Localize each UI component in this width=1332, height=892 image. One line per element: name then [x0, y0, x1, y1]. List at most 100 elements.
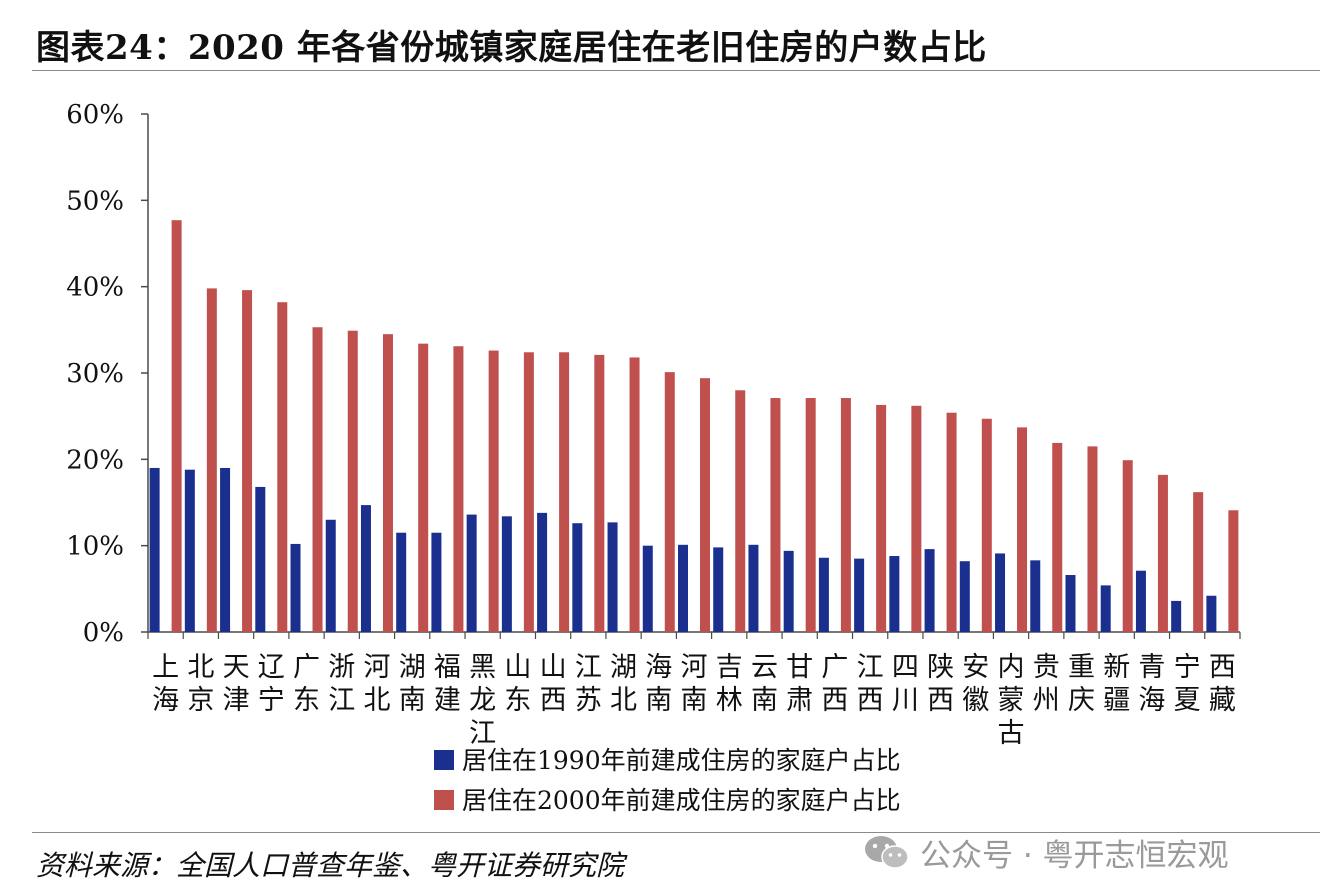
bar-2000 [488, 350, 499, 632]
x-tick-label: 藏 [1209, 685, 1236, 716]
x-tick-label: 龙 [469, 685, 496, 716]
bar-1990 [255, 486, 266, 632]
bar-1990 [959, 561, 970, 632]
bar-2000 [242, 290, 253, 632]
bar-2000 [418, 343, 429, 632]
x-tick-label: 西 [1209, 652, 1236, 683]
bar-1990 [854, 558, 865, 632]
bar-2000 [347, 330, 358, 632]
x-tick-label: 内 [998, 652, 1025, 683]
x-tick-label: 陕 [927, 652, 954, 683]
y-tick-label: 30% [66, 359, 124, 389]
bar-2000 [664, 372, 675, 632]
bar-2000 [559, 352, 570, 632]
x-tick-label: 江 [328, 685, 355, 716]
bar-2000 [946, 412, 957, 632]
x-tick-label: 宁 [258, 685, 285, 716]
bar-1990 [924, 549, 935, 632]
x-tick-label: 北 [187, 652, 214, 683]
bar-1990 [396, 532, 407, 632]
x-tick-label: 云 [751, 652, 778, 683]
x-tick-label: 山 [504, 652, 531, 683]
x-tick-label: 肃 [786, 685, 813, 716]
bar-2000 [876, 404, 887, 632]
x-tick-label: 海 [645, 652, 672, 683]
bar-1990 [149, 467, 160, 632]
x-tick-label: 川 [892, 685, 919, 716]
x-tick-label: 广 [293, 652, 320, 683]
y-tick-label: 60% [66, 100, 124, 130]
bar-1990 [360, 505, 371, 632]
bar-2000 [1017, 427, 1028, 632]
bar-1990 [1135, 570, 1146, 632]
bar-1990 [1100, 585, 1111, 632]
x-tick-label: 上 [152, 652, 179, 683]
bar-2000 [206, 288, 217, 632]
x-tick-label: 辽 [258, 652, 285, 683]
y-tick-label: 10% [66, 532, 124, 562]
bar-2000 [382, 334, 393, 632]
bar-2000 [1087, 446, 1098, 632]
x-tick-label: 夏 [1174, 685, 1201, 716]
legend-swatch-1990 [434, 750, 454, 770]
bar-2000 [1228, 510, 1239, 632]
legend-label-2000: 居住在2000年前建成住房的家庭户占比 [462, 786, 901, 815]
source-divider [32, 832, 1320, 833]
x-tick-label: 南 [681, 685, 708, 716]
bar-2000 [277, 302, 288, 632]
bar-1990 [1030, 560, 1041, 632]
bar-2000 [1052, 442, 1063, 632]
bar-chart: 0%10%20%30%40%50%60%上海北京天津辽宁广东浙江河北湖南福建黑龙… [66, 100, 1241, 815]
bar-1990 [1065, 575, 1076, 632]
x-tick-label: 西 [927, 685, 954, 716]
bar-1990 [1206, 595, 1217, 632]
y-tick-label: 20% [66, 445, 124, 475]
x-tick-label: 吉 [716, 652, 743, 683]
bar-1990 [290, 543, 301, 632]
x-tick-label: 江 [575, 652, 602, 683]
x-tick-label: 河 [681, 652, 708, 683]
x-tick-label: 南 [399, 685, 426, 716]
x-tick-label: 河 [363, 652, 390, 683]
y-tick-label: 50% [66, 186, 124, 216]
bar-2000 [770, 398, 781, 632]
bar-1990 [466, 514, 477, 632]
bar-1990 [995, 553, 1006, 632]
x-tick-label: 蒙 [998, 685, 1025, 716]
x-tick-label: 青 [1138, 652, 1165, 683]
x-tick-label: 西 [540, 685, 567, 716]
bar-1990 [713, 547, 724, 632]
figure-title: 图表24：2020 年各省份城镇家庭居住在老旧住房的户数占比 [36, 28, 987, 68]
source-note: 资料来源：全国人口普查年鉴、粤开证券研究院 [36, 849, 625, 882]
watermark: 公众号 · 粤开志恒宏观 [862, 832, 1229, 874]
bar-1990 [607, 522, 618, 632]
bar-2000 [629, 357, 640, 632]
x-tick-label: 古 [998, 718, 1025, 749]
bar-2000 [594, 354, 605, 632]
x-tick-label: 州 [1033, 685, 1060, 716]
bar-1990 [1171, 600, 1182, 632]
bar-2000 [805, 398, 816, 632]
x-tick-label: 西 [857, 685, 884, 716]
bar-2000 [700, 378, 710, 632]
bar-1990 [501, 516, 512, 632]
x-tick-label: 京 [187, 685, 214, 716]
legend-swatch-2000 [434, 790, 454, 810]
x-tick-label: 浙 [328, 652, 355, 683]
x-tick-label: 湖 [399, 652, 426, 683]
x-tick-label: 苏 [575, 685, 602, 716]
bar-1990 [431, 532, 442, 632]
x-tick-label: 津 [223, 685, 250, 716]
bar-1990 [783, 550, 794, 632]
watermark-text: 公众号 · 粤开志恒宏观 [920, 837, 1229, 874]
bar-2000 [981, 418, 992, 632]
x-tick-label: 宁 [1174, 652, 1201, 683]
x-tick-label: 南 [751, 685, 778, 716]
x-tick-label: 天 [223, 652, 250, 683]
title-divider [32, 70, 1320, 71]
x-tick-label: 西 [821, 685, 848, 716]
bar-2000 [840, 398, 851, 632]
y-tick-label: 0% [83, 618, 124, 648]
x-tick-label: 安 [962, 652, 989, 683]
x-tick-label: 东 [504, 685, 531, 716]
